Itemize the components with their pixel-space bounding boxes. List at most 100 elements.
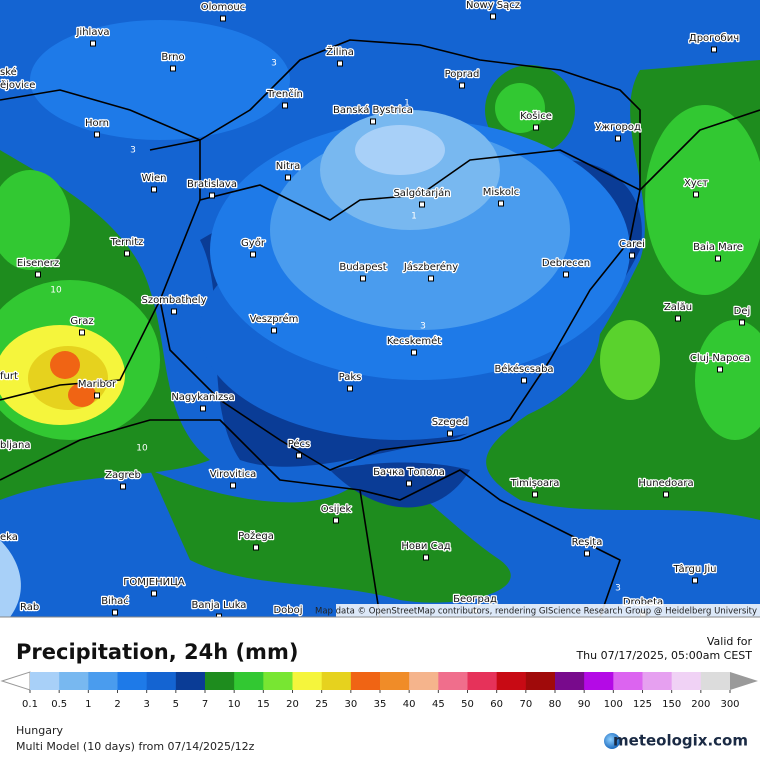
city-marker: [120, 483, 126, 490]
colorbar-label: 0.5: [51, 699, 67, 710]
border: [0, 419, 621, 617]
city-marker: [112, 609, 118, 616]
region: Hungary: [16, 724, 63, 737]
city-marker: [692, 577, 698, 584]
colorbar-label: 200: [691, 699, 710, 710]
border: [0, 89, 201, 200]
precip-area: [30, 20, 290, 140]
city-marker: [419, 201, 425, 208]
colorbar-segment: [438, 672, 468, 690]
city-marker: [533, 124, 539, 131]
city-label: Szeged: [432, 417, 469, 428]
city-marker: [250, 251, 256, 258]
city-marker: [406, 480, 412, 487]
contour-label: 3: [130, 146, 136, 156]
city-label: Žilina: [326, 45, 354, 58]
city-label: Nowy Sącz: [466, 0, 520, 11]
city-label: Horn: [85, 118, 109, 129]
city-label: Graz: [70, 316, 93, 327]
colorbar-label: 15: [257, 699, 270, 710]
city-marker: [347, 385, 353, 392]
colorbar-segment: [467, 672, 498, 690]
city-marker: [151, 590, 157, 597]
city-label: furt: [0, 371, 18, 382]
colorbar-label: 70: [519, 699, 532, 710]
city-marker: [490, 13, 496, 20]
city-marker: [296, 452, 302, 459]
colorbar-under: [0, 671, 31, 691]
city-label: ské: [0, 66, 17, 78]
city-label: Нови Сад: [401, 541, 450, 552]
colorbar-segment: [642, 672, 673, 690]
colorbar-segment: [380, 672, 410, 690]
border: [159, 149, 641, 471]
city-marker: [337, 60, 343, 67]
city-label: Хуст: [684, 178, 708, 189]
city-label: Maribor: [78, 379, 117, 390]
city-label: Košice: [520, 110, 552, 122]
colorbar-label: 80: [549, 699, 562, 710]
precip-area: [495, 83, 545, 133]
city-label: Дрогобич: [689, 33, 739, 44]
attribution: Map data © OpenStreetMap contributors, r…: [315, 607, 757, 617]
city-label: Bratislava: [187, 179, 237, 190]
colorbar-segment: [700, 672, 731, 690]
city-label: Târgu Jiu: [673, 563, 717, 575]
border: [0, 299, 161, 401]
city-marker: [447, 430, 453, 437]
city-label: Eisenerz: [17, 258, 59, 269]
city-label: Budapest: [339, 262, 386, 273]
border: [359, 489, 381, 617]
contour-label: 3: [615, 584, 621, 594]
city-label: Banja Luka: [192, 600, 247, 611]
contour-label: 3: [271, 59, 277, 69]
city-label: Kecskemét: [387, 335, 441, 347]
attribution-box: [336, 604, 760, 617]
city-label: Miskolc: [483, 187, 519, 198]
city-label: eka: [0, 532, 18, 543]
colorbar-segment: [350, 672, 381, 690]
precip-area: [0, 540, 21, 617]
city-marker: [428, 275, 434, 282]
border: [639, 109, 760, 191]
contour-label: 1: [411, 212, 417, 222]
precip-area: [695, 320, 760, 440]
colorbar-label: 20: [286, 699, 299, 710]
colorbar-label: 10: [228, 699, 241, 710]
city-label: bljana: [0, 440, 31, 451]
city-label: Hunedoara: [638, 478, 693, 489]
city-marker: [370, 118, 376, 125]
city-label: Paks: [339, 372, 362, 383]
colorbar-segment: [496, 672, 527, 690]
city-label: Győr: [241, 237, 266, 249]
colorbar-segment: [671, 672, 702, 690]
colorbar-segment: [555, 672, 585, 690]
city-label: Virovitica: [210, 469, 256, 480]
city-label: ГОМЈЕНИЦА: [123, 577, 185, 588]
contour-label: 10: [50, 286, 62, 296]
city-label: Poprad: [445, 69, 480, 80]
city-marker: [285, 174, 291, 181]
city-label: Reșița: [572, 537, 603, 548]
city-label: Ternitz: [110, 237, 144, 248]
colorbar-label: 90: [578, 699, 591, 710]
city-label: Carei: [619, 239, 645, 250]
brand[interactable]: meteologix.com: [613, 732, 748, 750]
precip-area: [68, 383, 96, 407]
city-marker: [271, 327, 277, 334]
colorbar-segment: [30, 672, 60, 690]
contour-label: 3: [420, 322, 426, 332]
model-info: Multi Model (10 days) from 07/14/2025/12…: [16, 740, 255, 753]
city-marker: [563, 271, 569, 278]
colorbar-segment: [205, 672, 235, 690]
city-label: Jászberény: [403, 261, 458, 273]
colorbar-label: 25: [315, 699, 328, 710]
colorbar-segment: [146, 672, 177, 690]
city-label: Olomouc: [201, 2, 245, 13]
city-marker: [209, 192, 215, 199]
city-label: Baia Mare: [693, 242, 743, 253]
city-label: Doboj: [273, 605, 302, 616]
colorbar-segment: [175, 672, 206, 690]
city-label: Szombathely: [141, 295, 206, 306]
precip-area: [50, 351, 80, 379]
